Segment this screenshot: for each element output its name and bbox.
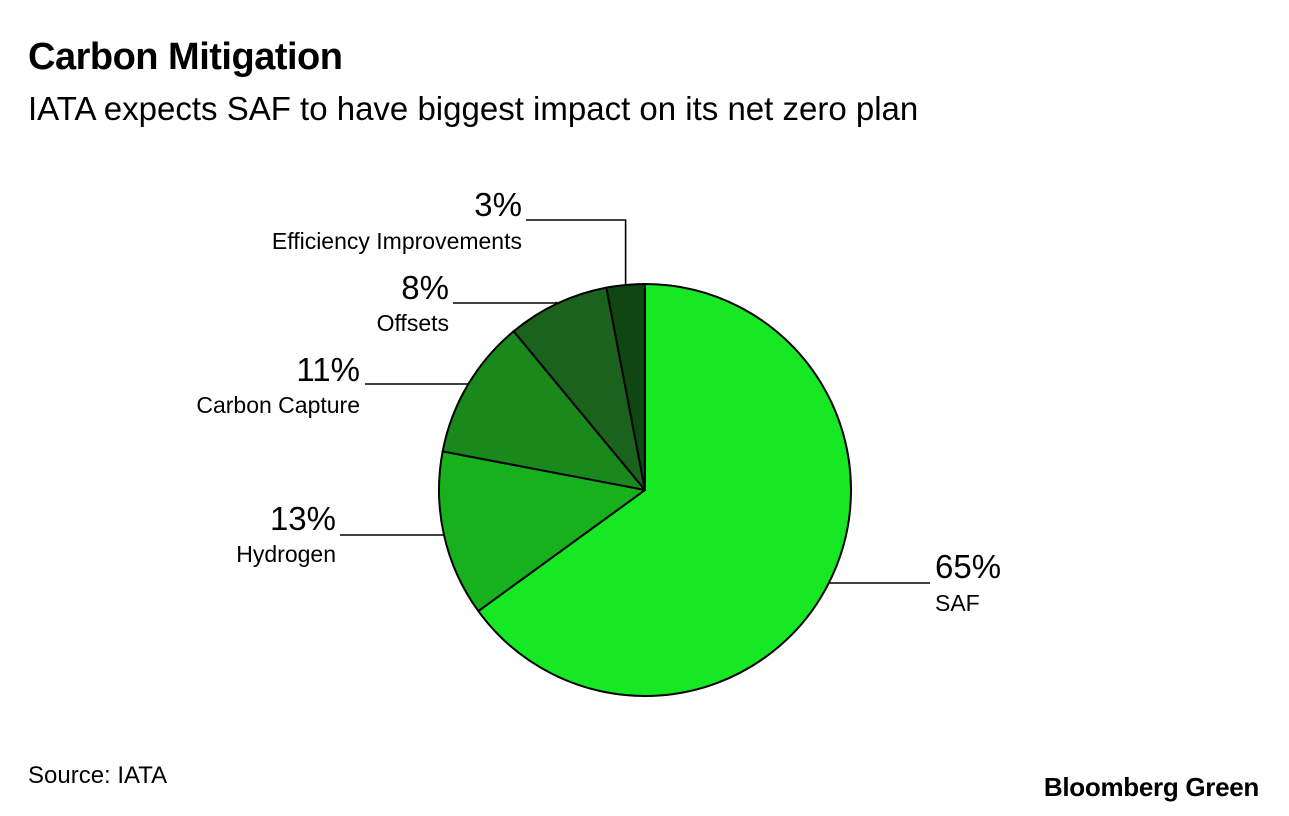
slice-label-hydrogen: Hydrogen <box>236 541 336 567</box>
slice-value-offsets: 8% <box>401 269 449 306</box>
pie-slice-offsets <box>512 286 646 491</box>
slice-value-efficiency-improvements: 3% <box>474 186 522 223</box>
slice-label-offsets: Offsets <box>377 310 449 336</box>
slice-label-saf: SAF <box>935 590 980 616</box>
leader-line-efficiency-improvements <box>526 219 627 285</box>
pie-slice-carbon-capture <box>441 330 646 491</box>
slice-labels: 65% SAF 13% Hydrogen 11% Carbon Capture 8% Offs… <box>196 186 1001 616</box>
source-note: Source: IATA <box>28 762 168 789</box>
slice-value-carbon-capture: 11% <box>296 351 360 388</box>
slice-label-carbon-capture: Carbon Capture <box>196 392 360 418</box>
leader-lines <box>340 219 930 584</box>
slice-value-saf: 65% <box>935 548 1001 585</box>
slice-value-hydrogen: 13% <box>270 500 336 537</box>
brand-logo: Bloomberg Green <box>1043 772 1259 802</box>
slice-label-efficiency-improvements: Efficiency Improvements <box>272 228 522 254</box>
pie-slice-hydrogen <box>438 450 646 613</box>
leader-line-offsets <box>453 301 558 304</box>
chart-title: Carbon Mitigation <box>28 36 343 78</box>
chart-subtitle: IATA expects SAF to have biggest impact … <box>28 90 919 127</box>
pie-slice-saf <box>477 283 852 697</box>
pie-slices <box>438 283 852 697</box>
pie-slice-efficiency-improvements <box>605 283 646 491</box>
